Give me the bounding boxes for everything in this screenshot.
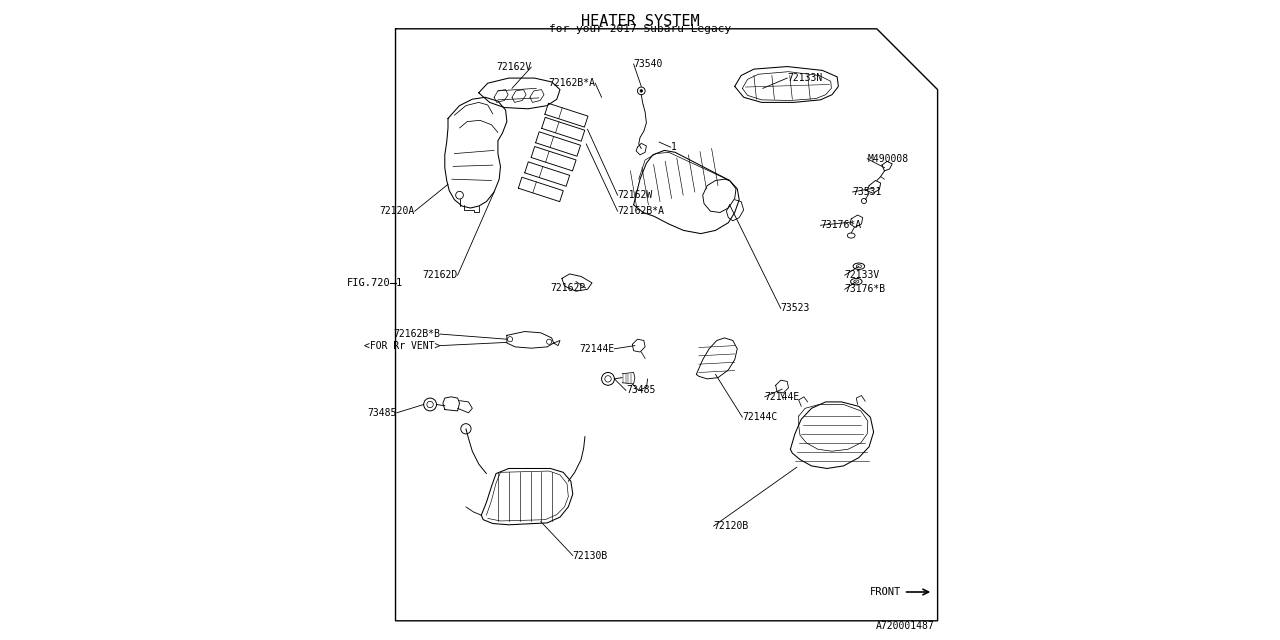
Text: HEATER SYSTEM: HEATER SYSTEM: [581, 14, 699, 29]
Text: 72133N: 72133N: [787, 73, 823, 83]
Text: 73485: 73485: [626, 385, 655, 396]
Text: 72162W: 72162W: [618, 190, 653, 200]
Text: 72144E: 72144E: [579, 344, 614, 354]
Text: A720001487: A720001487: [876, 621, 934, 631]
Text: 73176*B: 73176*B: [845, 284, 886, 294]
Text: 72162B*A: 72162B*A: [548, 78, 595, 88]
Text: 72130B: 72130B: [573, 550, 608, 561]
Text: 1: 1: [671, 142, 677, 152]
Circle shape: [640, 90, 643, 92]
Text: 72162D: 72162D: [422, 270, 458, 280]
Text: 73540: 73540: [634, 59, 663, 69]
Text: 72133V: 72133V: [845, 270, 881, 280]
Text: 73176*A: 73176*A: [820, 220, 861, 230]
Text: 73531: 73531: [852, 187, 882, 197]
Text: 72162P: 72162P: [550, 283, 585, 293]
Text: <FOR Rr VENT>: <FOR Rr VENT>: [364, 340, 440, 351]
Text: 72120A: 72120A: [379, 206, 415, 216]
Text: 72144C: 72144C: [742, 412, 778, 422]
Text: 72162V: 72162V: [495, 62, 531, 72]
Text: 72120B: 72120B: [714, 521, 749, 531]
Text: FRONT: FRONT: [870, 587, 901, 597]
Text: 72144E: 72144E: [765, 392, 800, 402]
Text: FIG.720-1: FIG.720-1: [347, 278, 403, 288]
Text: 73485: 73485: [367, 408, 397, 418]
Text: 73523: 73523: [781, 303, 810, 314]
Text: M490008: M490008: [868, 154, 909, 164]
Text: 72162B*A: 72162B*A: [618, 206, 664, 216]
Text: for your 2017 Subaru Legacy: for your 2017 Subaru Legacy: [549, 24, 731, 34]
Text: 72162B*B: 72162B*B: [393, 329, 440, 339]
